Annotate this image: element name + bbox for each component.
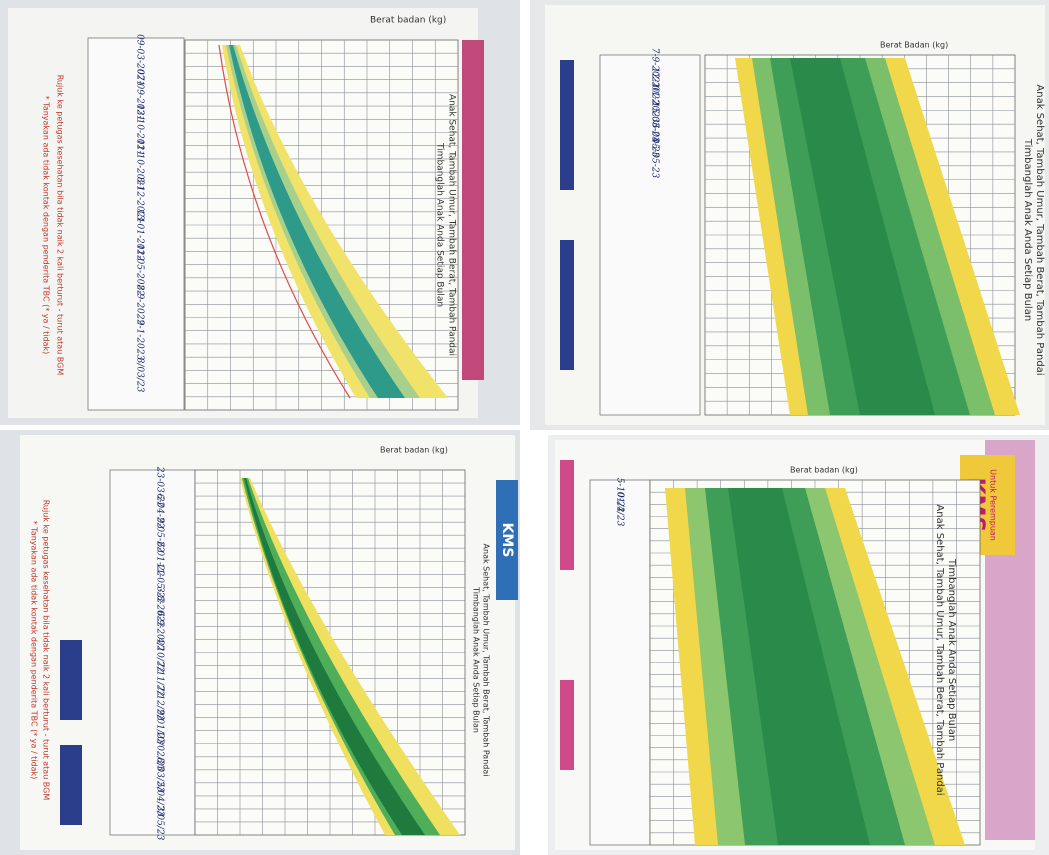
side-strip: [560, 60, 574, 190]
handwritten-entry: 11-05-22: [155, 563, 165, 604]
handwritten-entry: 7/12/22: [155, 686, 165, 721]
handwritten-entry: 9-1-2023: [135, 320, 145, 361]
handwritten-entry: 05-05-23: [650, 138, 660, 179]
side-strip: [560, 680, 574, 770]
handwritten-entry: 15-03-23: [650, 102, 660, 143]
handwritten-entry: 4/10/22: [155, 637, 165, 673]
subtitle: Untuk Perempuan: [989, 469, 998, 541]
handwritten-entry: 10/02/23: [155, 731, 165, 772]
tb-note: * Tanyakan ada tidak kontak dengan pende…: [30, 521, 39, 780]
record-table: [599, 54, 701, 416]
handwritten-entry: 11-10-2021: [135, 139, 145, 191]
record-table: [109, 469, 196, 836]
side-strip: [462, 40, 484, 380]
band-yellow: [240, 478, 460, 835]
entries: 23-03-226-04-229-05-226-01-2211-05-223-8…: [155, 466, 165, 841]
handwritten-entry: 8-12-2021: [135, 177, 145, 223]
referral: Rujuk ke petugas kesehatan bila tidak na…: [56, 75, 65, 376]
handwritten-entry: 13-01-2022: [135, 209, 145, 261]
slogan: Anak Sehat, Tambah Umur, Tambah Berat, T…: [482, 544, 491, 777]
heading: Timbanglah Anak Anda Setiap Bulan: [946, 558, 957, 741]
entries: 09-03-202107-09-202113-10-202111-10-2021…: [135, 34, 145, 393]
handwritten-entry: 09-03-2021: [135, 34, 145, 86]
handwritten-entry: 8-9-2022: [135, 285, 145, 326]
axis-label: Berat badan (kg): [370, 16, 446, 26]
slogan: Anak Sehat, Tambah Umur, Tambah Berat, T…: [447, 94, 457, 356]
photo-panel: KMS Untuk Perempuan Berat badan (kg) Tim…: [548, 435, 1049, 855]
kms-logo: [496, 480, 518, 600]
handwritten-entry: 6-9-2022: [155, 611, 165, 652]
handwritten-entry: 5-10-22: [615, 478, 625, 513]
axis-label: Berat badan (kg): [380, 446, 448, 455]
handwritten-entry: 3/05/23: [155, 806, 165, 841]
handwritten-entry: 7/11/22: [155, 662, 165, 697]
handwritten-entry: 6-01-22: [155, 542, 165, 577]
heading: Timbanglah Anak Anda Setiap Bulan: [1022, 138, 1033, 321]
photo-panel: Berat Badan (kg) Anak Sehat, Tambah Umur…: [530, 0, 1049, 430]
handwritten-entry: 6-04-22: [155, 494, 165, 529]
handwritten-entry: 6-04-23: [650, 123, 660, 158]
entries: 7-9-202112-202201-202315-03-236-04-2305-…: [650, 48, 660, 179]
photo-panel: KMS Berat badan (kg) Anak Sehat, Tambah …: [0, 430, 520, 855]
handwritten-entry: 01-2023: [650, 85, 660, 123]
handwritten-entry: 8/03/23: [135, 358, 145, 393]
heading: Timbanglah Anak Anda Setiap Bulan: [472, 586, 481, 733]
handwritten-entry: 5/04/23: [155, 782, 165, 817]
handwritten-entry: 13-10-2021: [135, 104, 145, 156]
record-table: [87, 37, 185, 411]
slogan: Anak Sehat, Tambah Umur, Tambah Berat, T…: [934, 504, 945, 795]
band-dark-green: [790, 58, 935, 415]
record-table: [589, 479, 651, 846]
band-dark-green: [728, 488, 870, 845]
photo-panel: Berat badan (kg) Anak Sehat, Tambah Umur…: [0, 0, 520, 425]
handwritten-entry: 7-9-2021: [650, 48, 660, 88]
handwritten-entry: 07-09-2021: [135, 69, 145, 121]
side-strip: [560, 460, 574, 570]
handwritten-entry: 23-03-22: [155, 466, 165, 508]
referral: Rujuk ke petugas kesehatan bila tidak na…: [42, 500, 51, 801]
handwritten-entry: 11-05-2022: [135, 244, 145, 296]
handwritten-entry: 01/4/23: [615, 492, 625, 527]
handwritten-entry: 3-8-2022: [155, 587, 165, 628]
handwritten-entry: 9-05-22: [155, 518, 165, 553]
brand: KMS: [499, 523, 515, 558]
axis-label: Berat Badan (kg): [880, 41, 948, 50]
side-strip: [560, 240, 574, 370]
legend-box: [60, 745, 82, 825]
heading: Timbanglah Anak Anda Setiap Bulan: [435, 142, 445, 307]
axis-label: Berat badan (kg): [790, 466, 858, 475]
slogan: Anak Sehat, Tambah Umur, Tambah Berat, T…: [1034, 84, 1045, 375]
red-line: [218, 44, 351, 399]
handwritten-entry: 8/03/23: [155, 758, 165, 793]
handwritten-entry: 12-2022: [650, 67, 660, 105]
band-light-green: [226, 45, 420, 398]
tb-note: * Tanyakan ada tidak kontak dengan pende…: [42, 96, 51, 355]
handwritten-entry: 9/01/23: [155, 710, 165, 745]
legend-box: [60, 640, 82, 720]
